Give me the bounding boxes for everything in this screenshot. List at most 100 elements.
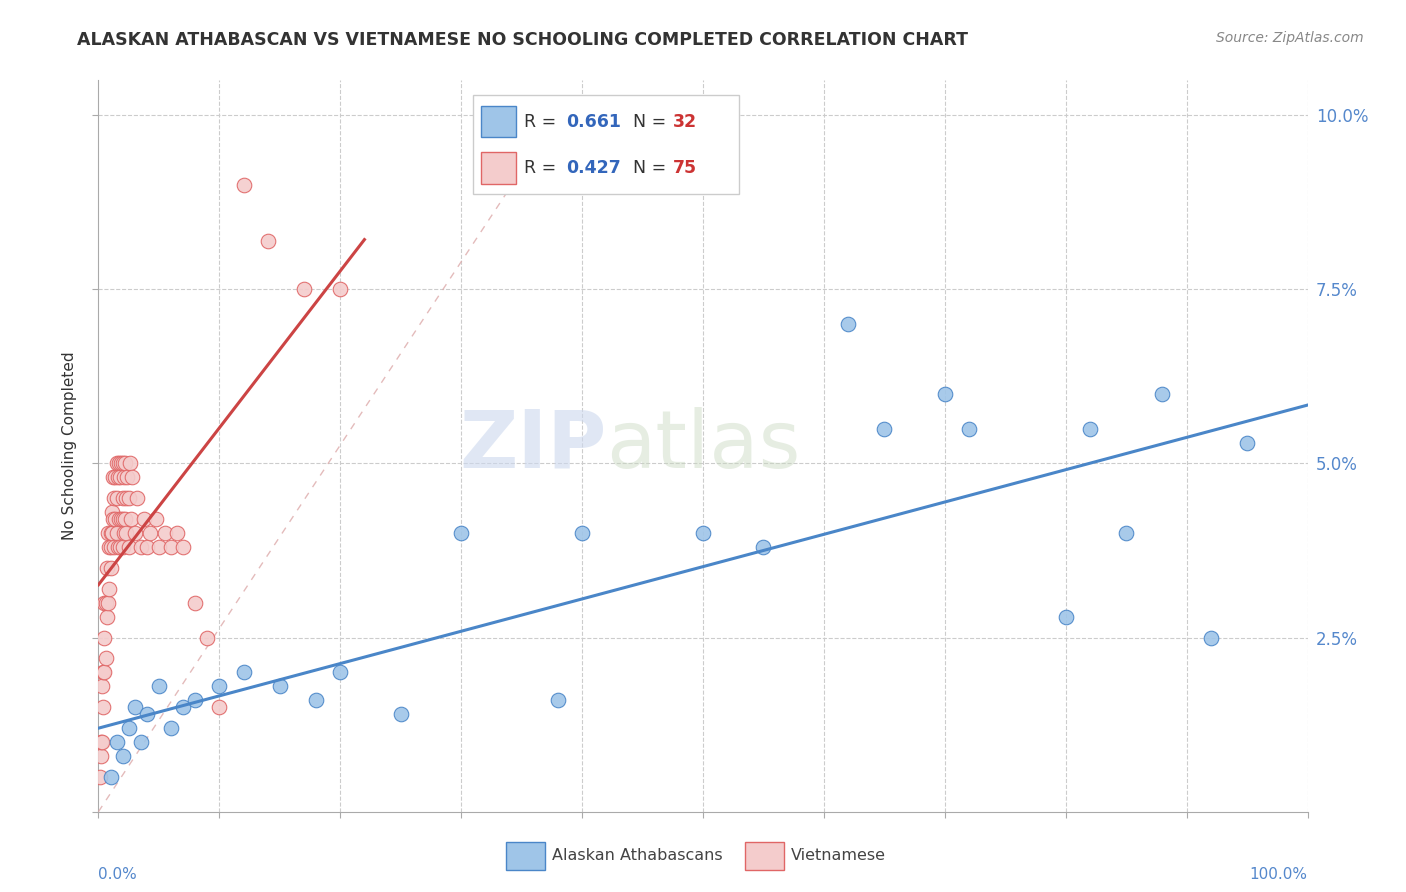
Point: [100, 770, 122, 784]
Point: [184, 693, 207, 707]
Point: [91, 665, 114, 680]
Point: [118, 721, 141, 735]
Text: 0.0%: 0.0%: [98, 867, 138, 882]
Point: [1152, 386, 1174, 401]
Point: [94, 596, 117, 610]
Point: [166, 526, 188, 541]
Point: [139, 526, 162, 541]
Point: [105, 491, 128, 506]
Point: [90, 749, 112, 764]
Point: [108, 540, 131, 554]
Point: [1115, 526, 1137, 541]
Point: [208, 700, 231, 714]
Point: [121, 470, 143, 484]
Point: [292, 282, 315, 296]
Point: [103, 491, 125, 506]
Point: [103, 540, 125, 554]
Point: [93, 665, 115, 680]
Point: [752, 540, 775, 554]
Point: [100, 540, 122, 554]
Point: [94, 651, 117, 665]
Y-axis label: No Schooling Completed: No Schooling Completed: [62, 351, 77, 541]
Point: [208, 679, 231, 693]
Point: [184, 596, 207, 610]
Point: [111, 749, 134, 764]
Point: [115, 491, 138, 506]
Point: [98, 582, 121, 596]
Point: [118, 540, 141, 554]
Point: [110, 457, 132, 471]
Point: [134, 512, 156, 526]
Point: [118, 457, 141, 471]
Point: [172, 700, 194, 714]
Point: [108, 470, 131, 484]
Point: [101, 512, 124, 526]
Point: [145, 512, 167, 526]
Point: [571, 526, 593, 541]
Point: [112, 526, 135, 541]
Point: [91, 679, 114, 693]
Point: [195, 631, 218, 645]
Point: [118, 491, 141, 506]
Point: [98, 540, 121, 554]
Point: [1078, 421, 1101, 435]
Point: [873, 421, 896, 435]
Point: [124, 700, 146, 714]
Point: [135, 540, 157, 554]
Point: [105, 526, 128, 541]
Point: [329, 282, 352, 296]
Point: [389, 707, 412, 722]
Point: [124, 526, 146, 541]
Point: [934, 386, 956, 401]
Point: [96, 561, 118, 575]
Point: [108, 457, 131, 471]
Point: [105, 735, 128, 749]
Bar: [745, 842, 785, 870]
Point: [450, 526, 472, 541]
Point: [107, 470, 129, 484]
Point: [114, 512, 136, 526]
Point: [172, 540, 194, 554]
Text: 100.0%: 100.0%: [1250, 867, 1308, 882]
Point: [93, 596, 115, 610]
Text: ALASKAN ATHABASCAN VS VIETNAMESE NO SCHOOLING COMPLETED CORRELATION CHART: ALASKAN ATHABASCAN VS VIETNAMESE NO SCHO…: [77, 31, 969, 49]
Point: [111, 457, 134, 471]
Point: [100, 561, 122, 575]
Point: [232, 665, 254, 680]
Point: [1199, 631, 1222, 645]
Point: [105, 457, 128, 471]
Point: [111, 491, 134, 506]
Point: [305, 693, 328, 707]
Point: [135, 707, 157, 722]
Point: [89, 770, 111, 784]
Point: [148, 540, 170, 554]
Point: [93, 631, 115, 645]
Text: Alaskan Athabascans: Alaskan Athabascans: [551, 848, 723, 863]
Point: [129, 540, 152, 554]
Point: [91, 700, 114, 714]
Point: [104, 512, 127, 526]
Text: atlas: atlas: [606, 407, 800, 485]
Point: [114, 457, 136, 471]
Point: [112, 470, 135, 484]
Text: Vietnamese: Vietnamese: [790, 848, 886, 863]
Point: [97, 596, 120, 610]
Point: [160, 721, 183, 735]
Point: [115, 526, 138, 541]
Point: [100, 526, 122, 541]
Point: [329, 665, 352, 680]
Point: [96, 609, 118, 624]
Point: [97, 526, 120, 541]
Text: Source: ZipAtlas.com: Source: ZipAtlas.com: [1216, 31, 1364, 45]
Point: [111, 540, 134, 554]
Point: [90, 735, 112, 749]
Point: [100, 526, 122, 541]
Point: [111, 512, 134, 526]
Point: [269, 679, 291, 693]
Point: [91, 735, 114, 749]
Point: [127, 491, 149, 506]
Point: [100, 505, 122, 519]
Point: [101, 470, 124, 484]
Text: ZIP: ZIP: [458, 407, 606, 485]
Point: [107, 540, 129, 554]
